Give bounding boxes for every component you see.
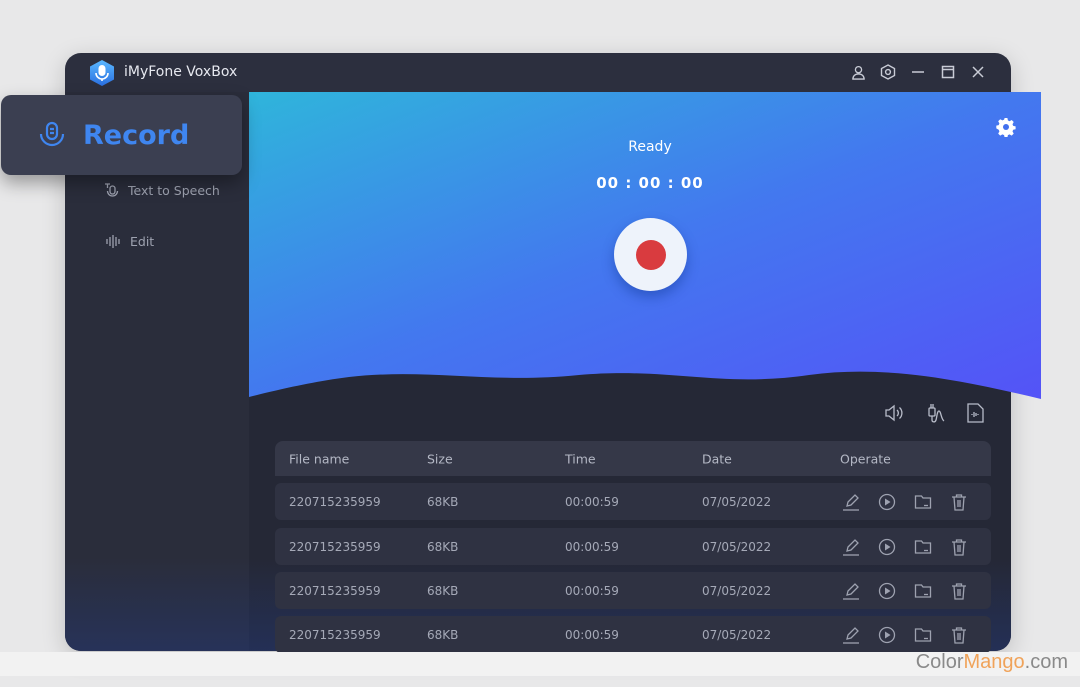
bottom-strip (0, 652, 1080, 676)
trash-icon[interactable] (949, 492, 968, 511)
cell-size: 68KB (427, 627, 459, 642)
table-header: File name Size Time Date Operate (275, 441, 991, 476)
microphone-plug-icon[interactable] (926, 403, 946, 429)
header-operate: Operate (840, 451, 891, 466)
folder-icon[interactable] (913, 581, 932, 600)
audio-file-icon[interactable] (967, 403, 984, 427)
recording-status: Ready (628, 139, 672, 155)
watermark: ColorMango.com (915, 651, 1068, 673)
sidebar (65, 92, 249, 651)
cell-date: 07/05/2022 (702, 583, 772, 598)
edit-icon[interactable] (841, 537, 860, 556)
cell-size: 68KB (427, 539, 459, 554)
close-icon[interactable] (969, 63, 987, 81)
sidebar-item-label: Text to Speech (128, 183, 220, 198)
cell-time: 00:00:59 (565, 539, 619, 554)
cell-time: 00:00:59 (565, 494, 619, 509)
table-row[interactable]: 220715235959 68KB 00:00:59 07/05/2022 (275, 528, 991, 565)
cell-time: 00:00:59 (565, 583, 619, 598)
waveform-icon (106, 235, 120, 248)
folder-icon[interactable] (913, 537, 932, 556)
cell-file-name: 220715235959 (289, 627, 381, 642)
table-row[interactable]: 220715235959 68KB 00:00:59 07/05/2022 (275, 616, 991, 653)
sidebar-item-text-to-speech[interactable]: Text to Speech (103, 182, 220, 199)
sidebar-item-label: Record (83, 119, 190, 151)
maximize-icon[interactable] (939, 63, 957, 81)
sidebar-item-edit[interactable]: Edit (105, 233, 154, 250)
header-time: Time (565, 451, 596, 466)
play-icon[interactable] (877, 492, 896, 511)
speaker-icon[interactable] (884, 403, 904, 427)
cell-date: 07/05/2022 (702, 627, 772, 642)
cell-date: 07/05/2022 (702, 494, 772, 509)
user-icon[interactable] (849, 63, 867, 81)
table-row[interactable]: 220715235959 68KB 00:00:59 07/05/2022 (275, 572, 991, 609)
play-icon[interactable] (877, 625, 896, 644)
sidebar-item-record[interactable]: Record (1, 95, 242, 175)
recording-timer: 00 : 00 : 00 (596, 174, 704, 192)
edit-icon[interactable] (841, 581, 860, 600)
header-date: Date (702, 451, 732, 466)
edit-icon[interactable] (841, 625, 860, 644)
cell-file-name: 220715235959 (289, 494, 381, 509)
microphone-icon (39, 121, 65, 147)
text-to-speech-icon (105, 183, 119, 197)
trash-icon[interactable] (949, 581, 968, 600)
play-icon[interactable] (877, 581, 896, 600)
gear-icon[interactable] (996, 117, 1016, 141)
title-bar: iMyFone VoxBox (65, 53, 1011, 92)
sidebar-item-label: Edit (130, 234, 155, 249)
header-file-name: File name (289, 451, 350, 466)
table-row[interactable]: 220715235959 68KB 00:00:59 07/05/2022 (275, 483, 991, 520)
header-size: Size (427, 451, 453, 466)
record-button[interactable] (614, 218, 687, 291)
cell-date: 07/05/2022 (702, 539, 772, 554)
minimize-icon[interactable] (909, 63, 927, 81)
cell-time: 00:00:59 (565, 627, 619, 642)
settings-hex-icon[interactable] (879, 63, 897, 81)
cell-file-name: 220715235959 (289, 583, 381, 598)
record-dot-icon (635, 239, 666, 270)
edit-icon[interactable] (841, 492, 860, 511)
folder-icon[interactable] (913, 492, 932, 511)
cell-size: 68KB (427, 583, 459, 598)
app-title: iMyFone VoxBox (124, 64, 238, 80)
trash-icon[interactable] (949, 625, 968, 644)
folder-icon[interactable] (913, 625, 932, 644)
cell-size: 68KB (427, 494, 459, 509)
trash-icon[interactable] (949, 537, 968, 556)
cell-file-name: 220715235959 (289, 539, 381, 554)
voxbox-logo-icon (90, 60, 114, 86)
play-icon[interactable] (877, 537, 896, 556)
